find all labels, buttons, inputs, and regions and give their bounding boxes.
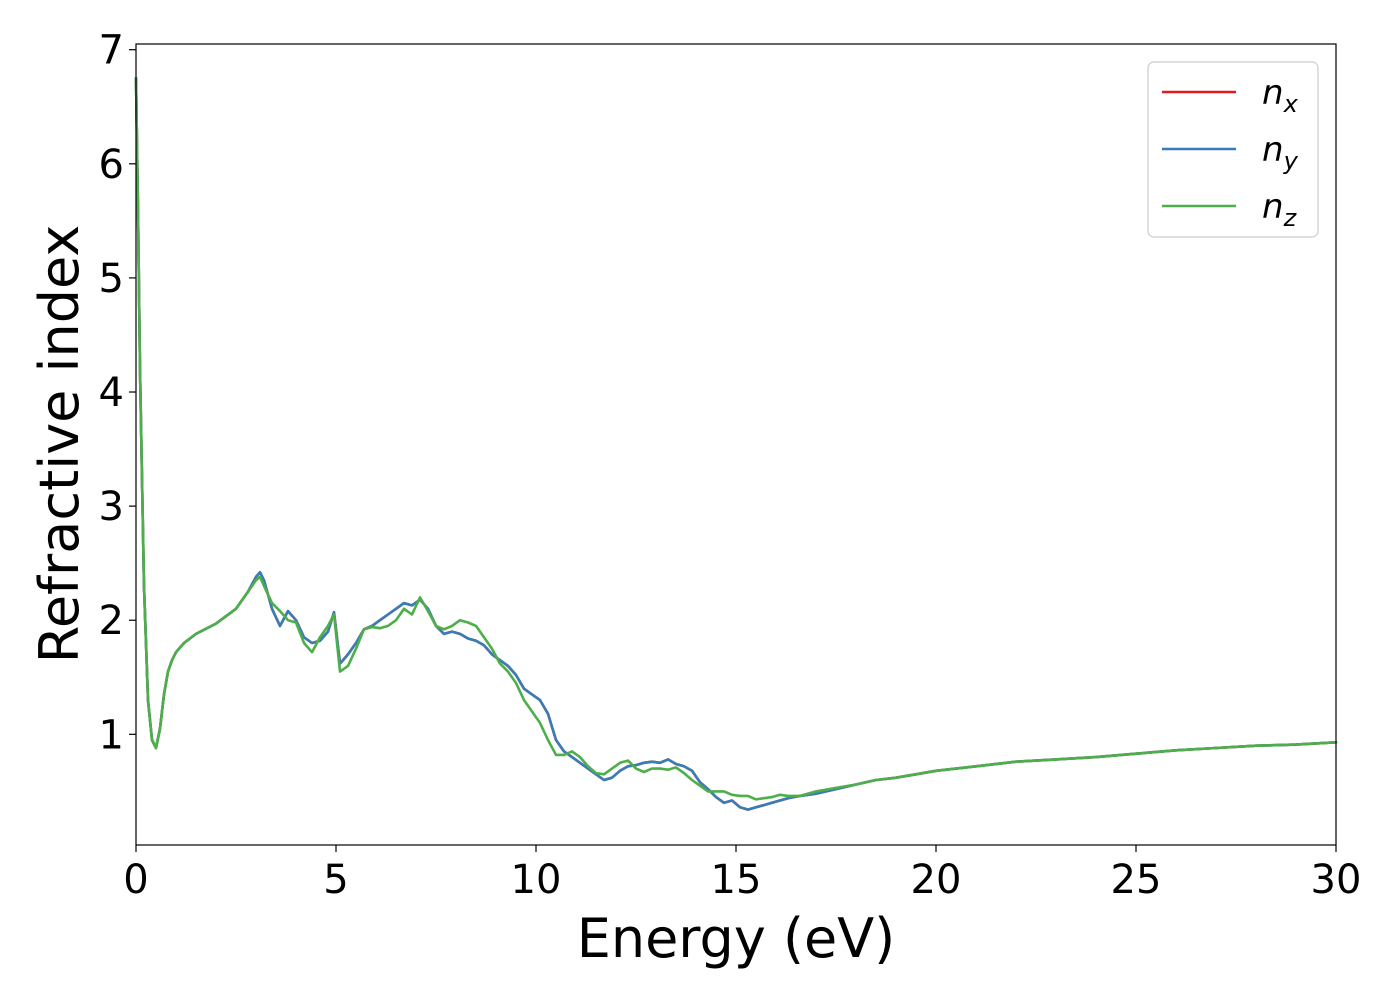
- legend-label-subscript: z: [1283, 204, 1298, 232]
- series-line-nz: [134, 76, 1338, 801]
- legend-label-ny: ny: [1262, 130, 1299, 175]
- y-tick-label: 5: [99, 256, 124, 302]
- x-tick-label: 15: [711, 857, 762, 903]
- y-tick-label: 3: [99, 484, 124, 530]
- legend-label-nx: nx: [1262, 73, 1299, 118]
- x-tick-label: 25: [1111, 857, 1162, 903]
- legend-label-name: n: [1262, 187, 1284, 227]
- x-tick-label: 30: [1311, 857, 1362, 903]
- y-tick-label: 4: [99, 370, 124, 416]
- series-layer: [134, 76, 1338, 811]
- legend-label-nz: nz: [1262, 187, 1298, 232]
- y-tick-label: 7: [99, 28, 124, 74]
- y-axis: 1 2 3 4 5 6 7: [99, 28, 136, 758]
- x-tick-label: 20: [911, 857, 962, 903]
- x-tick-label: 10: [511, 857, 562, 903]
- y-axis-label: Refractive index: [28, 225, 91, 664]
- y-tick-label: 2: [99, 598, 124, 644]
- legend-label-name: n: [1262, 130, 1284, 170]
- y-tick-label: 1: [99, 712, 124, 758]
- x-axis-label: Energy (eV): [577, 907, 896, 970]
- legend-label-name: n: [1262, 73, 1284, 113]
- x-tick-label: 5: [323, 857, 348, 903]
- x-tick-label: 0: [123, 857, 148, 903]
- plot-area: [136, 44, 1336, 845]
- legend-label-subscript: x: [1283, 90, 1299, 118]
- x-axis: 0 5 10 15 20 25 30: [123, 845, 1361, 903]
- legend-label-subscript: y: [1283, 147, 1299, 175]
- y-tick-label: 6: [99, 142, 124, 188]
